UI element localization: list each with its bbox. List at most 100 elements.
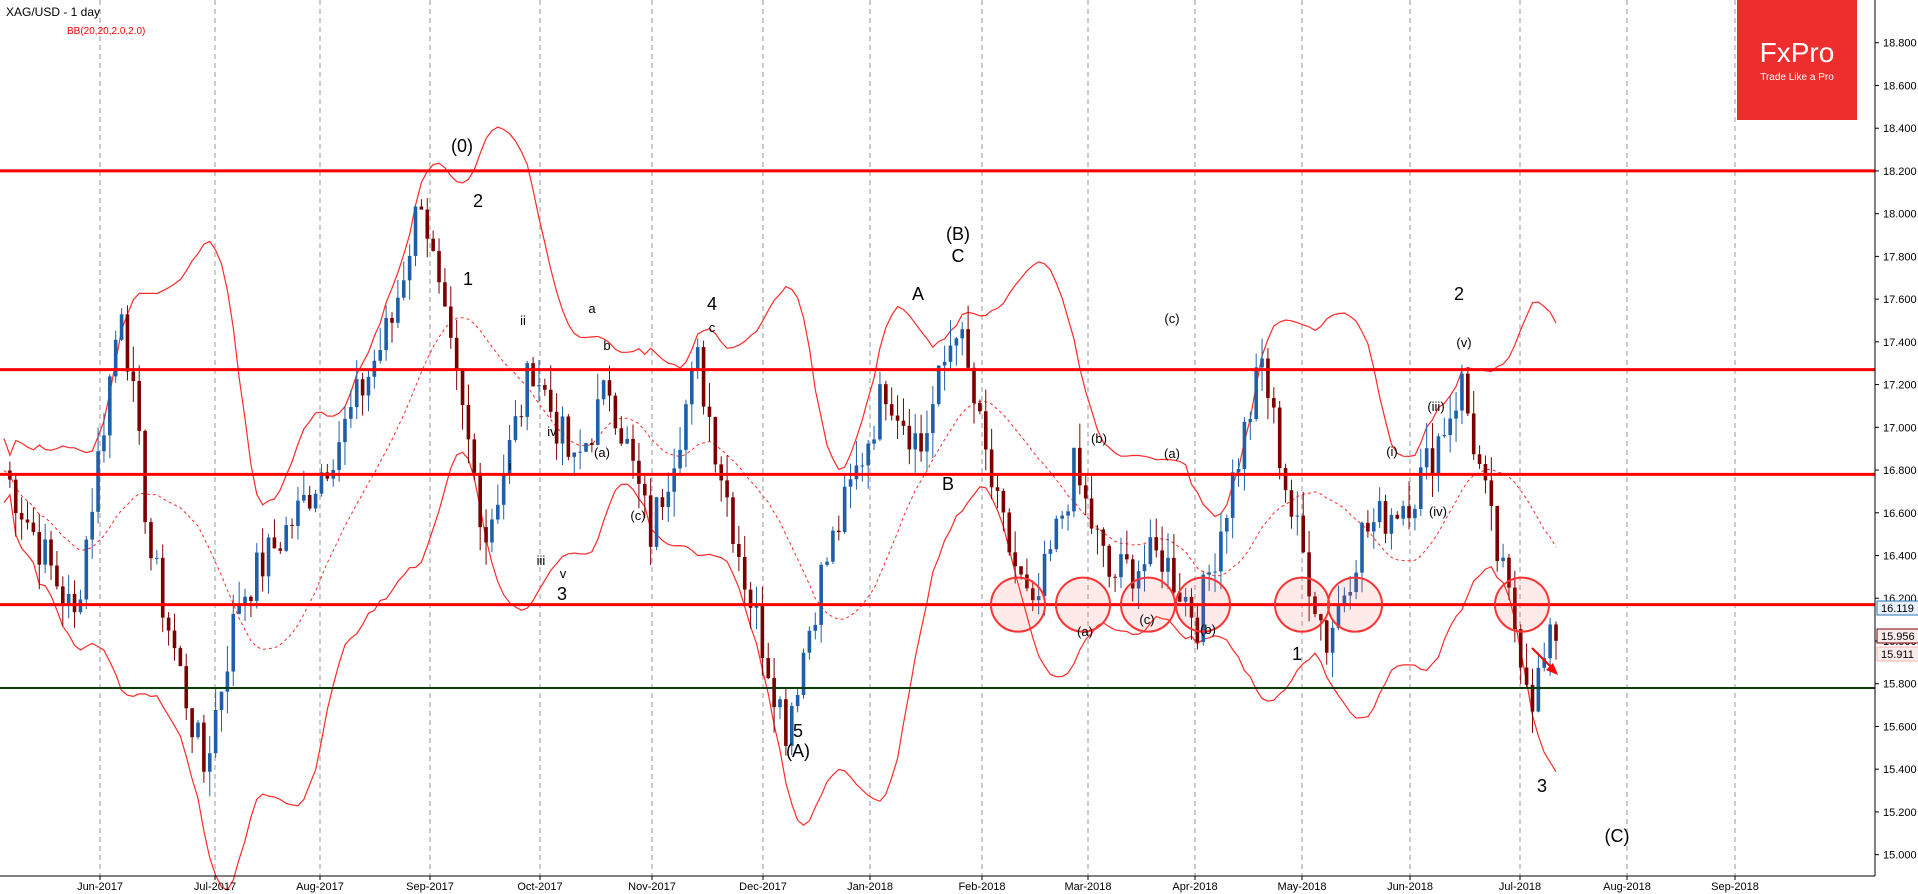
candle-body [178, 648, 183, 667]
candle-body [1460, 373, 1464, 411]
candle-body [243, 596, 247, 606]
candle-body [496, 504, 500, 520]
candle-body [155, 557, 159, 559]
candle-body [531, 363, 535, 387]
candle-body [31, 522, 36, 533]
candle-body [113, 339, 118, 377]
candle-body [249, 596, 253, 601]
candle-body [119, 314, 124, 340]
candle-body [1042, 553, 1047, 597]
candle-body [1119, 554, 1123, 578]
candle-body [1542, 658, 1547, 668]
candle-body [425, 209, 430, 239]
x-tick-label: Feb-2018 [958, 881, 1005, 893]
candle-body [995, 487, 1000, 491]
y-tick-label: 18.000 [1883, 209, 1917, 221]
candle-body [1324, 620, 1329, 653]
candle-body [166, 617, 171, 631]
sub-wave-label: iv [547, 424, 557, 439]
candle-body [1101, 529, 1106, 546]
candle-body [219, 691, 224, 710]
candle-body [854, 465, 859, 480]
candle-body [349, 407, 353, 419]
candle-body [1471, 413, 1476, 455]
candle-body [1013, 552, 1017, 567]
candle-body [983, 411, 988, 450]
candle-body [137, 381, 142, 431]
wave-labels: (0)12345(A)ABC(B)123(C)iiiiiiivvabc(a)(c… [451, 136, 1630, 846]
candle-body [642, 483, 647, 496]
candle-body [701, 347, 706, 407]
touch-marker-circle [990, 576, 1046, 633]
wave-label: 3 [1537, 776, 1547, 796]
candle-body [901, 420, 906, 426]
candle-body [1183, 596, 1188, 602]
candle-body [707, 406, 712, 417]
touch-markers [990, 576, 1558, 675]
candle-body [695, 347, 700, 370]
candle-body [719, 464, 724, 481]
candle-body [1489, 480, 1494, 506]
x-tick-label: Jul-2017 [194, 881, 236, 893]
price-tag-label: 15.956 [1881, 631, 1915, 643]
y-tick-label: 17.600 [1883, 294, 1917, 306]
candle-body [401, 280, 406, 298]
candle-body [972, 367, 976, 403]
candle-body [895, 415, 900, 421]
candle-body [1083, 485, 1088, 499]
candle-body [1477, 454, 1482, 465]
x-tick-label: Oct-2017 [517, 881, 562, 893]
candle-body [554, 411, 559, 444]
candle-body [966, 329, 970, 368]
candle-body [1066, 511, 1070, 516]
candle-body [407, 255, 412, 281]
candle-body [1072, 447, 1076, 512]
bollinger-upper-band [3, 126, 1557, 518]
candle-body [1548, 624, 1552, 659]
candle-body [978, 402, 982, 412]
candle-body [601, 380, 606, 400]
candle-body [1030, 588, 1035, 601]
candle-body [1424, 448, 1429, 468]
candle-body [619, 428, 624, 444]
candle-body [213, 709, 218, 754]
candle-body [131, 371, 136, 382]
candle-body [1236, 469, 1241, 473]
x-tick-label: Jun-2018 [1387, 881, 1433, 893]
candle-body [1336, 604, 1341, 628]
candle-body [936, 365, 941, 405]
candle-body [66, 593, 71, 605]
candle-body [866, 443, 870, 466]
brand-logo-box [1737, 0, 1857, 120]
candle-body [431, 238, 435, 251]
candle-body [760, 605, 765, 659]
sub-wave-label: (a) [1164, 446, 1180, 461]
candle-body [443, 282, 447, 307]
candle-body [1507, 557, 1511, 588]
forecast-arrow-head [1546, 663, 1558, 675]
candle-body [1395, 514, 1400, 519]
y-tick-label: 15.800 [1883, 679, 1917, 691]
candle-body [954, 338, 959, 346]
candle-body [1213, 571, 1217, 573]
candle-body [160, 557, 165, 618]
candle-body [860, 465, 865, 467]
touch-marker-circle [1327, 576, 1383, 633]
candle-body [1172, 557, 1176, 593]
sub-wave-label: (b) [1091, 431, 1107, 446]
candle-body [1530, 684, 1535, 712]
candle-body [1389, 514, 1394, 534]
candle-body [807, 630, 812, 653]
candle-body [278, 548, 283, 551]
candle-body [72, 593, 77, 613]
x-tick-label: Jul-2018 [1499, 881, 1541, 893]
candle-body [1019, 566, 1023, 575]
wave-label: 3 [557, 584, 567, 604]
touch-marker-circle [1175, 576, 1231, 633]
candle-body [948, 345, 953, 362]
candle-body [1254, 367, 1258, 419]
sub-wave-label: (a) [1077, 624, 1093, 639]
candle-body [466, 405, 471, 440]
candle-body [925, 433, 929, 452]
x-tick-label: Aug-2018 [1603, 881, 1651, 893]
